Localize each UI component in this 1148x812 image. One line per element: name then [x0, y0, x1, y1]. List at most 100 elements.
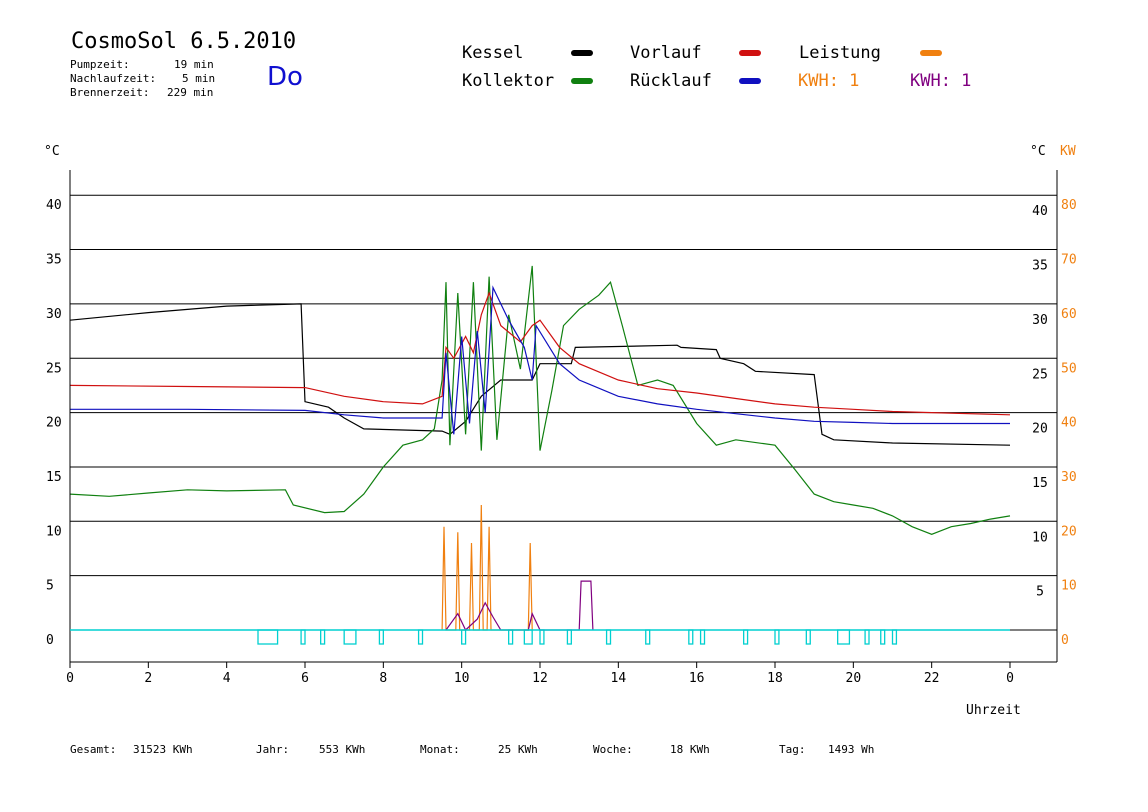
y-tick-label-right-temp: 15: [1032, 476, 1048, 491]
stat-pumpzeit-value: 19 min: [174, 58, 214, 71]
legend-kessel: Kessel: [462, 43, 524, 63]
y-tick-label-right-temp: 20: [1032, 422, 1048, 437]
y-tick-label-left: 35: [46, 253, 62, 268]
x-tick-label: 18: [767, 671, 783, 686]
pump-marker: [837, 629, 851, 645]
footer-tag-label: Tag:: [779, 743, 806, 756]
pump-marker: [508, 629, 514, 645]
footer-tag-value: 1493 Wh: [828, 743, 875, 756]
x-tick-label: 12: [532, 671, 548, 686]
y-tick-label-left: 10: [46, 524, 62, 539]
x-tick-label: 2: [144, 671, 152, 686]
y-tick-label-right-power: 60: [1061, 307, 1077, 322]
series-kwh: [445, 580, 594, 631]
y-tick-label-right-temp: 25: [1032, 367, 1048, 382]
x-tick-label: 0: [66, 671, 74, 686]
x-tick-label: 0: [1006, 671, 1014, 686]
y-tick-label-right-temp: 30: [1032, 313, 1048, 328]
pump-marker: [743, 629, 749, 645]
legend-vorlauf: Vorlauf: [630, 43, 702, 63]
y-axis-label-left: °C: [44, 144, 60, 159]
pump-marker: [774, 629, 780, 645]
pump-marker: [378, 629, 384, 645]
pump-marker: [864, 629, 870, 645]
legend-kwh-orange: KWH: 1: [798, 71, 860, 91]
pump-marker: [645, 629, 651, 645]
pump-marker: [523, 629, 533, 645]
pump-marker: [805, 629, 811, 645]
x-tick-label: 4: [223, 671, 231, 686]
pump-marker: [300, 629, 306, 645]
x-tick-label: 6: [301, 671, 309, 686]
legend-ruecklauf: Rücklauf: [630, 71, 712, 91]
y-tick-label-right-power: 20: [1061, 524, 1077, 539]
pump-marker: [891, 629, 898, 645]
series-kollektor: [69, 265, 1011, 535]
legend-swatch-leistung: [920, 50, 942, 56]
pump-marker: [343, 629, 357, 645]
y-tick-label-right-power: 70: [1061, 253, 1077, 268]
stat-brennerzeit-value: 229 min: [167, 86, 214, 99]
legend-leistung: Leistung: [799, 43, 881, 63]
y-tick-label-right-power: 80: [1061, 198, 1077, 213]
y-tick-label-left: 0: [46, 633, 54, 648]
footer-woche-value: 18 KWh: [670, 743, 710, 756]
y-tick-label-right-temp: 40: [1032, 204, 1048, 219]
pump-marker: [320, 629, 326, 645]
pump-marker: [566, 629, 572, 645]
series-kessel: [69, 303, 1011, 446]
page-title: CosmoSol 6.5.2010: [71, 29, 297, 54]
pump-marker: [539, 629, 545, 645]
x-tick-label: 22: [924, 671, 940, 686]
y-tick-label-left: 20: [46, 416, 62, 431]
pump-marker: [880, 629, 886, 645]
pump-marker: [417, 629, 424, 645]
legend-swatch-ruecklauf: [739, 78, 761, 84]
y-tick-label-right-power: 0: [1061, 633, 1069, 648]
legend-swatch-vorlauf: [739, 50, 761, 56]
y-tick-label-left: 25: [46, 361, 62, 376]
pump-marker: [605, 629, 612, 645]
y-tick-label-right-temp: 5: [1036, 585, 1044, 600]
legend-swatch-kessel: [571, 50, 593, 56]
series-ruecklauf: [70, 285, 1010, 435]
x-axis-label: Uhrzeit: [966, 703, 1021, 718]
series-leistung: [441, 504, 533, 631]
y-axis-label-power: KW: [1060, 144, 1076, 159]
footer-gesamt-label: Gesamt:: [70, 743, 117, 756]
series-vorlauf: [69, 291, 1011, 416]
pump-marker: [257, 629, 279, 645]
x-tick-label: 8: [379, 671, 387, 686]
footer-woche-label: Woche:: [593, 743, 633, 756]
y-tick-label-left: 40: [46, 198, 62, 213]
legend-swatch-kollektor: [571, 78, 593, 84]
y-tick-label-right-temp: 10: [1032, 530, 1048, 545]
legend-kollektor: Kollektor: [462, 71, 555, 91]
y-tick-label-right-power: 10: [1061, 579, 1077, 594]
legend-kwh-purple: KWH: 1: [910, 71, 972, 91]
y-tick-label-left: 15: [46, 470, 62, 485]
footer-monat-value: 25 KWh: [498, 743, 538, 756]
x-tick-label: 10: [454, 671, 470, 686]
footer-gesamt-value: 31523 KWh: [133, 743, 193, 756]
footer-jahr-value: 553 KWh: [319, 743, 366, 756]
pump-marker: [688, 629, 694, 645]
stat-brennerzeit-label: Brennerzeit:: [70, 86, 150, 99]
x-tick-label: 16: [689, 671, 705, 686]
pump-marker: [461, 629, 467, 645]
y-tick-label-right-temp: 35: [1032, 259, 1048, 274]
footer-jahr-label: Jahr:: [256, 743, 290, 756]
stat-nachlaufzeit-value: 5 min: [182, 72, 216, 85]
y-tick-label-left: 30: [46, 307, 62, 322]
x-tick-label: 14: [611, 671, 627, 686]
pump-marker: [699, 629, 706, 645]
x-tick-label: 20: [846, 671, 862, 686]
y-tick-label-right-power: 50: [1061, 361, 1077, 376]
y-tick-label-left: 5: [46, 579, 54, 594]
y-tick-label-right-power: 40: [1061, 416, 1077, 431]
stat-pumpzeit-label: Pumpzeit:: [70, 58, 130, 71]
weekday-label: Do: [267, 62, 303, 92]
footer-monat-label: Monat:: [420, 743, 460, 756]
stat-nachlaufzeit-label: Nachlaufzeit:: [70, 72, 157, 85]
